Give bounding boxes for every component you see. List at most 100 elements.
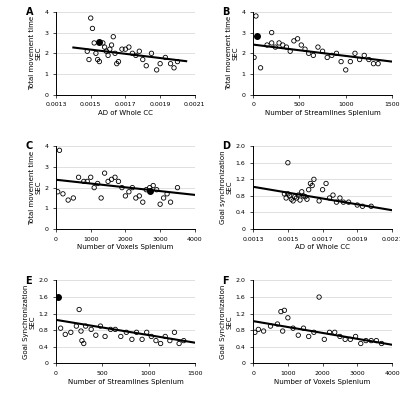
Point bbox=[267, 323, 274, 329]
Point bbox=[115, 58, 122, 65]
Point bbox=[162, 54, 168, 60]
Point bbox=[91, 184, 97, 191]
Point bbox=[171, 329, 178, 335]
Point bbox=[272, 44, 278, 50]
Point bbox=[97, 323, 104, 329]
Point bbox=[162, 333, 168, 340]
Point bbox=[76, 307, 82, 313]
Point bbox=[160, 195, 167, 201]
Point bbox=[154, 186, 160, 193]
Point bbox=[337, 333, 343, 340]
Point bbox=[108, 176, 115, 182]
Point bbox=[278, 308, 284, 315]
Point bbox=[290, 325, 296, 331]
Text: E: E bbox=[26, 275, 32, 286]
Point bbox=[257, 65, 264, 71]
Text: A: A bbox=[26, 7, 33, 17]
Y-axis label: Total movement time
SEC: Total movement time SEC bbox=[28, 16, 42, 90]
Point bbox=[268, 29, 275, 36]
Point bbox=[103, 48, 110, 55]
Point bbox=[251, 54, 257, 60]
Point bbox=[94, 181, 101, 187]
Point bbox=[363, 337, 369, 344]
Point bbox=[146, 188, 153, 194]
Point bbox=[112, 326, 118, 333]
Point bbox=[73, 323, 80, 329]
Point bbox=[316, 294, 322, 300]
Point bbox=[285, 315, 291, 321]
Point bbox=[291, 38, 297, 44]
Point bbox=[133, 52, 139, 58]
Point bbox=[68, 329, 74, 335]
Point bbox=[164, 191, 170, 197]
Point bbox=[319, 186, 326, 193]
Point bbox=[280, 42, 286, 48]
Point bbox=[293, 195, 300, 201]
Point bbox=[285, 191, 291, 197]
Point bbox=[55, 294, 61, 300]
Point bbox=[302, 46, 308, 52]
Point bbox=[292, 194, 298, 200]
Point bbox=[60, 191, 66, 197]
Point bbox=[105, 52, 111, 58]
Point bbox=[54, 188, 61, 195]
Point bbox=[108, 42, 115, 48]
Y-axis label: Goal synchronization
SEC: Goal synchronization SEC bbox=[220, 151, 233, 224]
Point bbox=[294, 36, 301, 42]
Point bbox=[366, 56, 372, 63]
Point bbox=[136, 193, 142, 199]
Point bbox=[295, 332, 302, 339]
Point bbox=[346, 199, 352, 205]
Text: D: D bbox=[223, 141, 231, 151]
Text: F: F bbox=[223, 275, 229, 286]
Point bbox=[88, 326, 94, 333]
Point bbox=[129, 50, 136, 56]
Point bbox=[356, 56, 363, 63]
Point bbox=[150, 182, 156, 189]
Point bbox=[309, 182, 315, 189]
Point bbox=[62, 331, 68, 338]
Point bbox=[358, 340, 364, 347]
Point bbox=[140, 199, 146, 205]
Point bbox=[140, 56, 146, 63]
Point bbox=[167, 199, 174, 205]
Point bbox=[146, 184, 153, 191]
Point bbox=[88, 174, 94, 181]
Point bbox=[281, 191, 288, 197]
Point bbox=[316, 198, 322, 204]
Point bbox=[122, 193, 129, 199]
Point bbox=[326, 195, 333, 201]
Point bbox=[98, 195, 104, 201]
Point bbox=[80, 340, 87, 347]
Point bbox=[375, 60, 381, 67]
Point bbox=[58, 325, 64, 331]
Point bbox=[70, 195, 76, 201]
Point bbox=[354, 202, 360, 208]
Point bbox=[157, 201, 163, 207]
Point bbox=[153, 337, 159, 344]
Point bbox=[288, 196, 294, 202]
Point bbox=[122, 46, 129, 52]
Point bbox=[180, 337, 187, 344]
Point bbox=[78, 328, 84, 334]
Point bbox=[326, 329, 333, 335]
X-axis label: AD of Whole CC: AD of Whole CC bbox=[295, 245, 350, 250]
Point bbox=[126, 44, 132, 50]
Point bbox=[133, 195, 139, 201]
X-axis label: Number of Streamlines Splenium: Number of Streamlines Splenium bbox=[265, 110, 380, 116]
Point bbox=[311, 329, 317, 335]
Point bbox=[274, 321, 281, 327]
Point bbox=[287, 48, 293, 55]
Point bbox=[300, 325, 307, 331]
Point bbox=[93, 332, 99, 339]
Point bbox=[280, 328, 286, 334]
Point bbox=[323, 181, 329, 187]
Point bbox=[332, 329, 338, 335]
Point bbox=[167, 60, 174, 67]
Point bbox=[144, 329, 150, 335]
Point bbox=[174, 58, 181, 65]
Point bbox=[126, 188, 132, 195]
Point bbox=[298, 42, 304, 48]
X-axis label: AD of Whole CC: AD of Whole CC bbox=[98, 110, 153, 116]
Point bbox=[302, 194, 308, 200]
